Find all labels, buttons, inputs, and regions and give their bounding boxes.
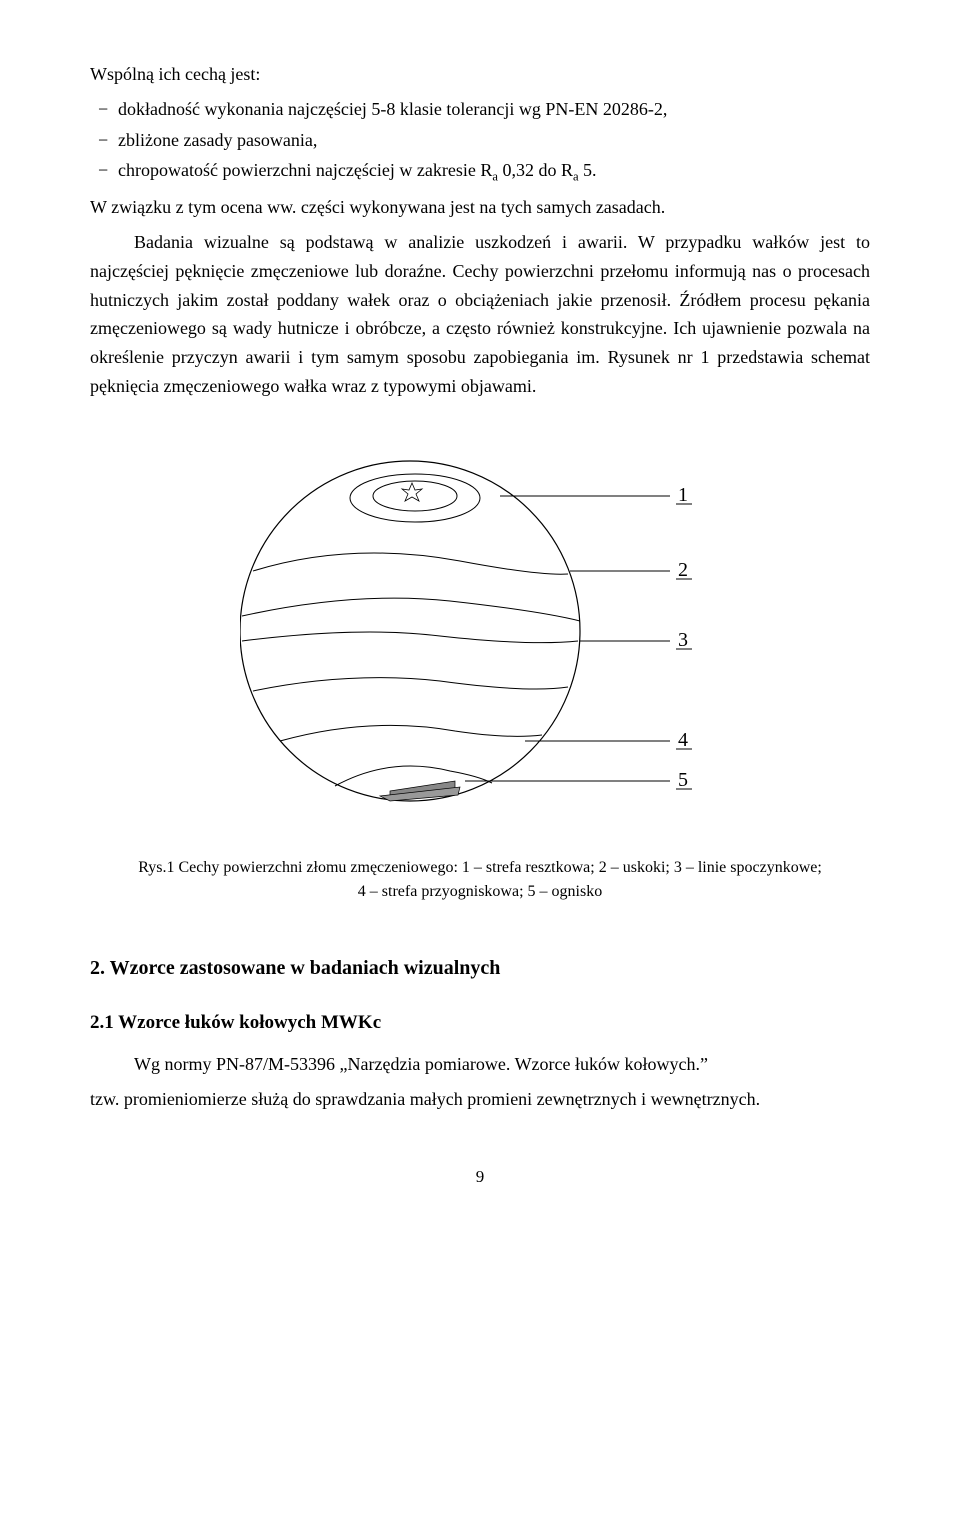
- list-item: zbliżone zasady pasowania,: [118, 126, 870, 155]
- body-paragraph: tzw. promieniomierze służą do sprawdzani…: [90, 1085, 870, 1114]
- page-number: 9: [90, 1163, 870, 1190]
- feature-list: dokładność wykonania najczęściej 5-8 kla…: [90, 95, 870, 187]
- section-2-heading: 2. Wzorce zastosowane w badaniach wizual…: [90, 952, 870, 984]
- caption-line: Rys.1 Cechy powierzchni złomu zmęczeniow…: [138, 859, 822, 876]
- intro-line: Wspólną ich cechą jest:: [90, 60, 870, 89]
- body-paragraph: Wg normy PN-87/M-53396 „Narzędzia pomiar…: [90, 1050, 870, 1079]
- figure-1: 1 2 3 4 5 Rys.1 Cechy powierzchni złomu zmęc…: [90, 431, 870, 904]
- list-item-text: 5.: [579, 160, 597, 180]
- list-item: chropowatość powierzchni najczęściej w z…: [118, 156, 870, 187]
- list-item-text: chropowatość powierzchni najczęściej w z…: [118, 160, 492, 180]
- figure-labels: 1 2 3 4 5: [676, 484, 692, 791]
- body-paragraph: Badania wizualne są podstawą w analizie …: [90, 228, 870, 401]
- list-item-text: 0,32 do R: [498, 160, 573, 180]
- list-item: dokładność wykonania najczęściej 5-8 kla…: [118, 95, 870, 124]
- figure-label: 4: [678, 729, 688, 751]
- shaft-outline: [240, 461, 580, 801]
- figure-label: 3: [678, 629, 688, 651]
- body-paragraph: W związku z tym ocena ww. części wykonyw…: [90, 193, 870, 222]
- figure-label: 1: [678, 484, 688, 506]
- section-2-1-heading: 2.1 Wzorce łuków kołowych MWKc: [90, 1008, 870, 1038]
- caption-line: 4 – strefa przyogniskowa; 5 – ognisko: [358, 883, 602, 900]
- figure-label: 5: [678, 769, 688, 791]
- fracture-diagram: 1 2 3 4 5: [240, 431, 720, 831]
- figure-caption: Rys.1 Cechy powierzchni złomu zmęczeniow…: [90, 856, 870, 904]
- figure-label: 2: [678, 559, 688, 581]
